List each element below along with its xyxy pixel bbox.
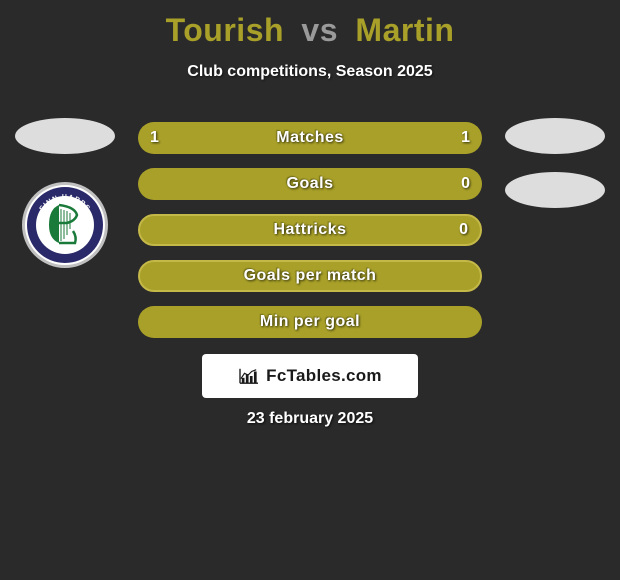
subtitle: Club competitions, Season 2025 bbox=[0, 63, 620, 81]
root: Tourish vs Martin Club competitions, Sea… bbox=[0, 0, 620, 580]
page-title: Tourish vs Martin bbox=[0, 0, 620, 49]
fctables-badge[interactable]: FcTables.com bbox=[202, 354, 418, 398]
title-player1: Tourish bbox=[166, 12, 284, 48]
title-player2: Martin bbox=[355, 12, 454, 48]
stat-bar: Min per goal bbox=[138, 306, 482, 338]
left-column: FINN HARPS · DONEGAL · bbox=[10, 118, 120, 268]
bar-chart-icon bbox=[238, 367, 260, 385]
player1-club-logo: FINN HARPS · DONEGAL · bbox=[22, 182, 108, 268]
player2-ellipse-2 bbox=[505, 172, 605, 208]
stat-bar-label: Goals bbox=[287, 175, 334, 193]
stat-bar-right-value: 0 bbox=[461, 175, 470, 193]
stat-bar-left-value: 1 bbox=[150, 129, 159, 147]
stat-bar-label: Min per goal bbox=[260, 313, 360, 331]
stat-bar-right-value: 1 bbox=[461, 129, 470, 147]
title-vs: vs bbox=[301, 12, 338, 48]
right-column bbox=[500, 118, 610, 208]
player1-ellipse bbox=[15, 118, 115, 154]
stat-bar: Goals 0 bbox=[138, 168, 482, 200]
harp-logo-icon: FINN HARPS · DONEGAL · bbox=[25, 185, 105, 265]
stat-bar: Goals per match bbox=[138, 260, 482, 292]
fctables-text: FcTables.com bbox=[266, 366, 382, 386]
stat-bar: Hattricks 0 bbox=[138, 214, 482, 246]
stat-bar-label: Matches bbox=[276, 129, 344, 147]
stat-bar-label: Goals per match bbox=[244, 267, 377, 285]
stat-bar-right-value: 0 bbox=[459, 221, 468, 239]
player2-ellipse-1 bbox=[505, 118, 605, 154]
stat-bars: Matches 1 1 Goals 0 Hattricks 0 Goals per match… bbox=[138, 122, 482, 338]
stat-bar: Matches 1 1 bbox=[138, 122, 482, 154]
date-text: 23 february 2025 bbox=[0, 410, 620, 428]
stat-bar-label: Hattricks bbox=[274, 221, 347, 239]
